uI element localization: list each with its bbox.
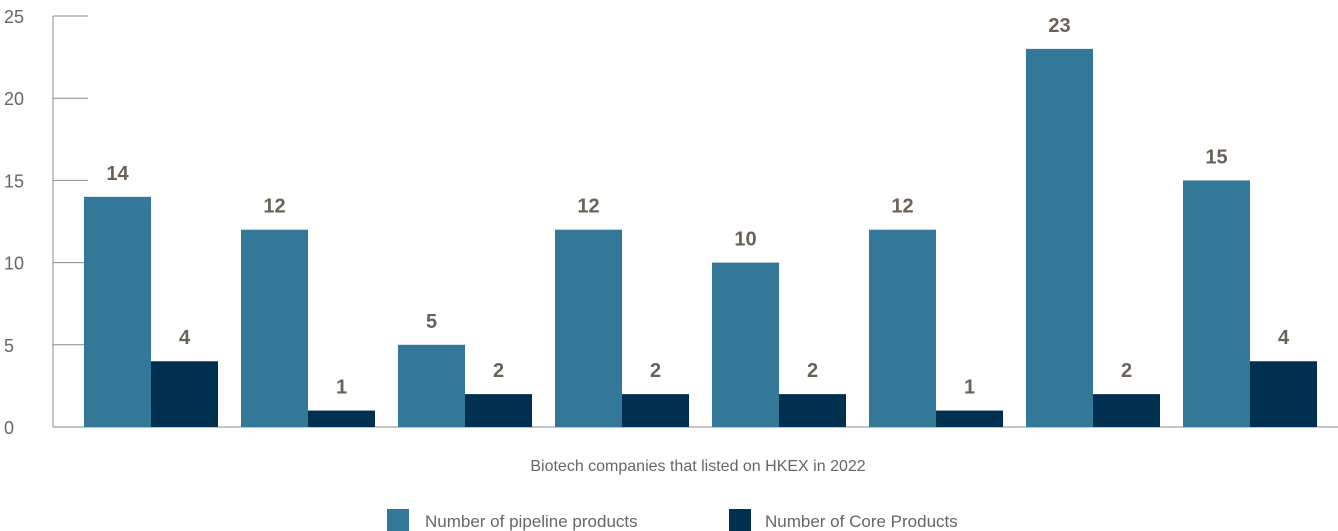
data-label-pipeline: 14 xyxy=(106,163,129,185)
legend-swatch xyxy=(387,509,409,531)
y-tick-label: 20 xyxy=(4,89,24,109)
bar-core xyxy=(936,410,1003,427)
data-label-pipeline: 12 xyxy=(891,196,913,218)
data-label-core: 2 xyxy=(650,360,661,382)
data-label-pipeline: 12 xyxy=(577,196,599,218)
legend: Number of pipeline products Number of Cor… xyxy=(387,509,958,531)
y-tick-label: 10 xyxy=(4,254,24,274)
data-label-core: 2 xyxy=(493,360,504,382)
bar-core xyxy=(308,410,375,427)
y-tick-label: 5 xyxy=(4,336,14,356)
bar-pipeline xyxy=(555,229,622,427)
data-label-core: 4 xyxy=(179,327,191,349)
bar-pipeline xyxy=(241,229,308,427)
data-label-core: 4 xyxy=(1278,327,1290,349)
bar-pipeline xyxy=(869,229,936,427)
bar-core xyxy=(151,361,218,427)
legend-swatch xyxy=(729,509,751,531)
y-tick-label: 15 xyxy=(4,171,24,191)
data-label-core: 1 xyxy=(336,377,347,399)
y-tick-label: 25 xyxy=(4,7,24,27)
bar-pipeline xyxy=(84,196,151,427)
bar-pipeline xyxy=(1183,180,1250,427)
data-label-pipeline: 23 xyxy=(1048,15,1070,37)
data-label-pipeline: 12 xyxy=(263,196,285,218)
data-label-core: 2 xyxy=(807,360,818,382)
bar-core xyxy=(1250,361,1317,427)
data-label-pipeline: 10 xyxy=(734,229,756,251)
y-tick-label: 0 xyxy=(4,418,14,438)
legend-label: Number of Core Products xyxy=(765,512,958,531)
bar-core xyxy=(465,394,532,427)
bar-pipeline xyxy=(1026,48,1093,427)
data-label-core: 1 xyxy=(964,377,975,399)
bar-pipeline xyxy=(712,262,779,427)
data-label-core: 2 xyxy=(1121,360,1132,382)
bar-pipeline xyxy=(398,344,465,427)
bar-group xyxy=(84,48,1317,427)
data-label-pipeline: 5 xyxy=(426,311,437,333)
bar-core xyxy=(622,394,689,427)
legend-label: Number of pipeline products xyxy=(425,512,638,531)
bar-core xyxy=(779,394,846,427)
data-label-pipeline: 15 xyxy=(1205,146,1227,168)
x-axis-title: Biotech companies that listed on HKEX in… xyxy=(530,458,865,475)
bar-core xyxy=(1093,394,1160,427)
